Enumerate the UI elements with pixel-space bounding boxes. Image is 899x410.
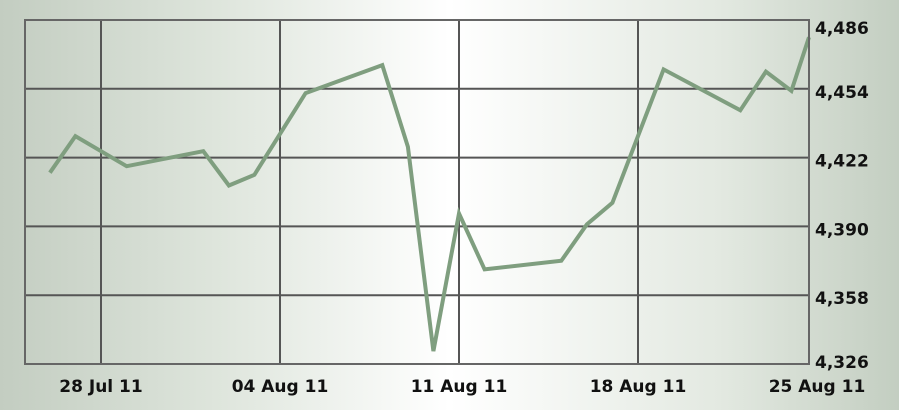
- series-line: [48, 36, 811, 352]
- x-tick-label: 28 Jul 11: [59, 377, 142, 397]
- plot-frame: [24, 19, 810, 365]
- y-tick-label: 4,422: [815, 152, 869, 172]
- y-tick-label: 4,486: [815, 19, 869, 39]
- y-tick-label: 4,358: [815, 289, 869, 309]
- y-axis: 4,486 4,454 4,422 4,390 4,358 4,326: [815, 19, 869, 373]
- x-tick-label: 04 Aug 11: [232, 377, 329, 397]
- x-tick-label: 25 Aug 11: [769, 377, 866, 397]
- x-axis: 28 Jul 11 04 Aug 11 11 Aug 11 18 Aug 11 25 A…: [59, 377, 865, 397]
- y-tick-label: 4,454: [815, 83, 869, 103]
- y-tick-label: 4,326: [815, 353, 869, 373]
- x-tick-label: 18 Aug 11: [590, 377, 687, 397]
- x-tick-label: 11 Aug 11: [411, 377, 508, 397]
- y-tick-label: 4,390: [815, 220, 869, 240]
- grid: [25, 19, 809, 365]
